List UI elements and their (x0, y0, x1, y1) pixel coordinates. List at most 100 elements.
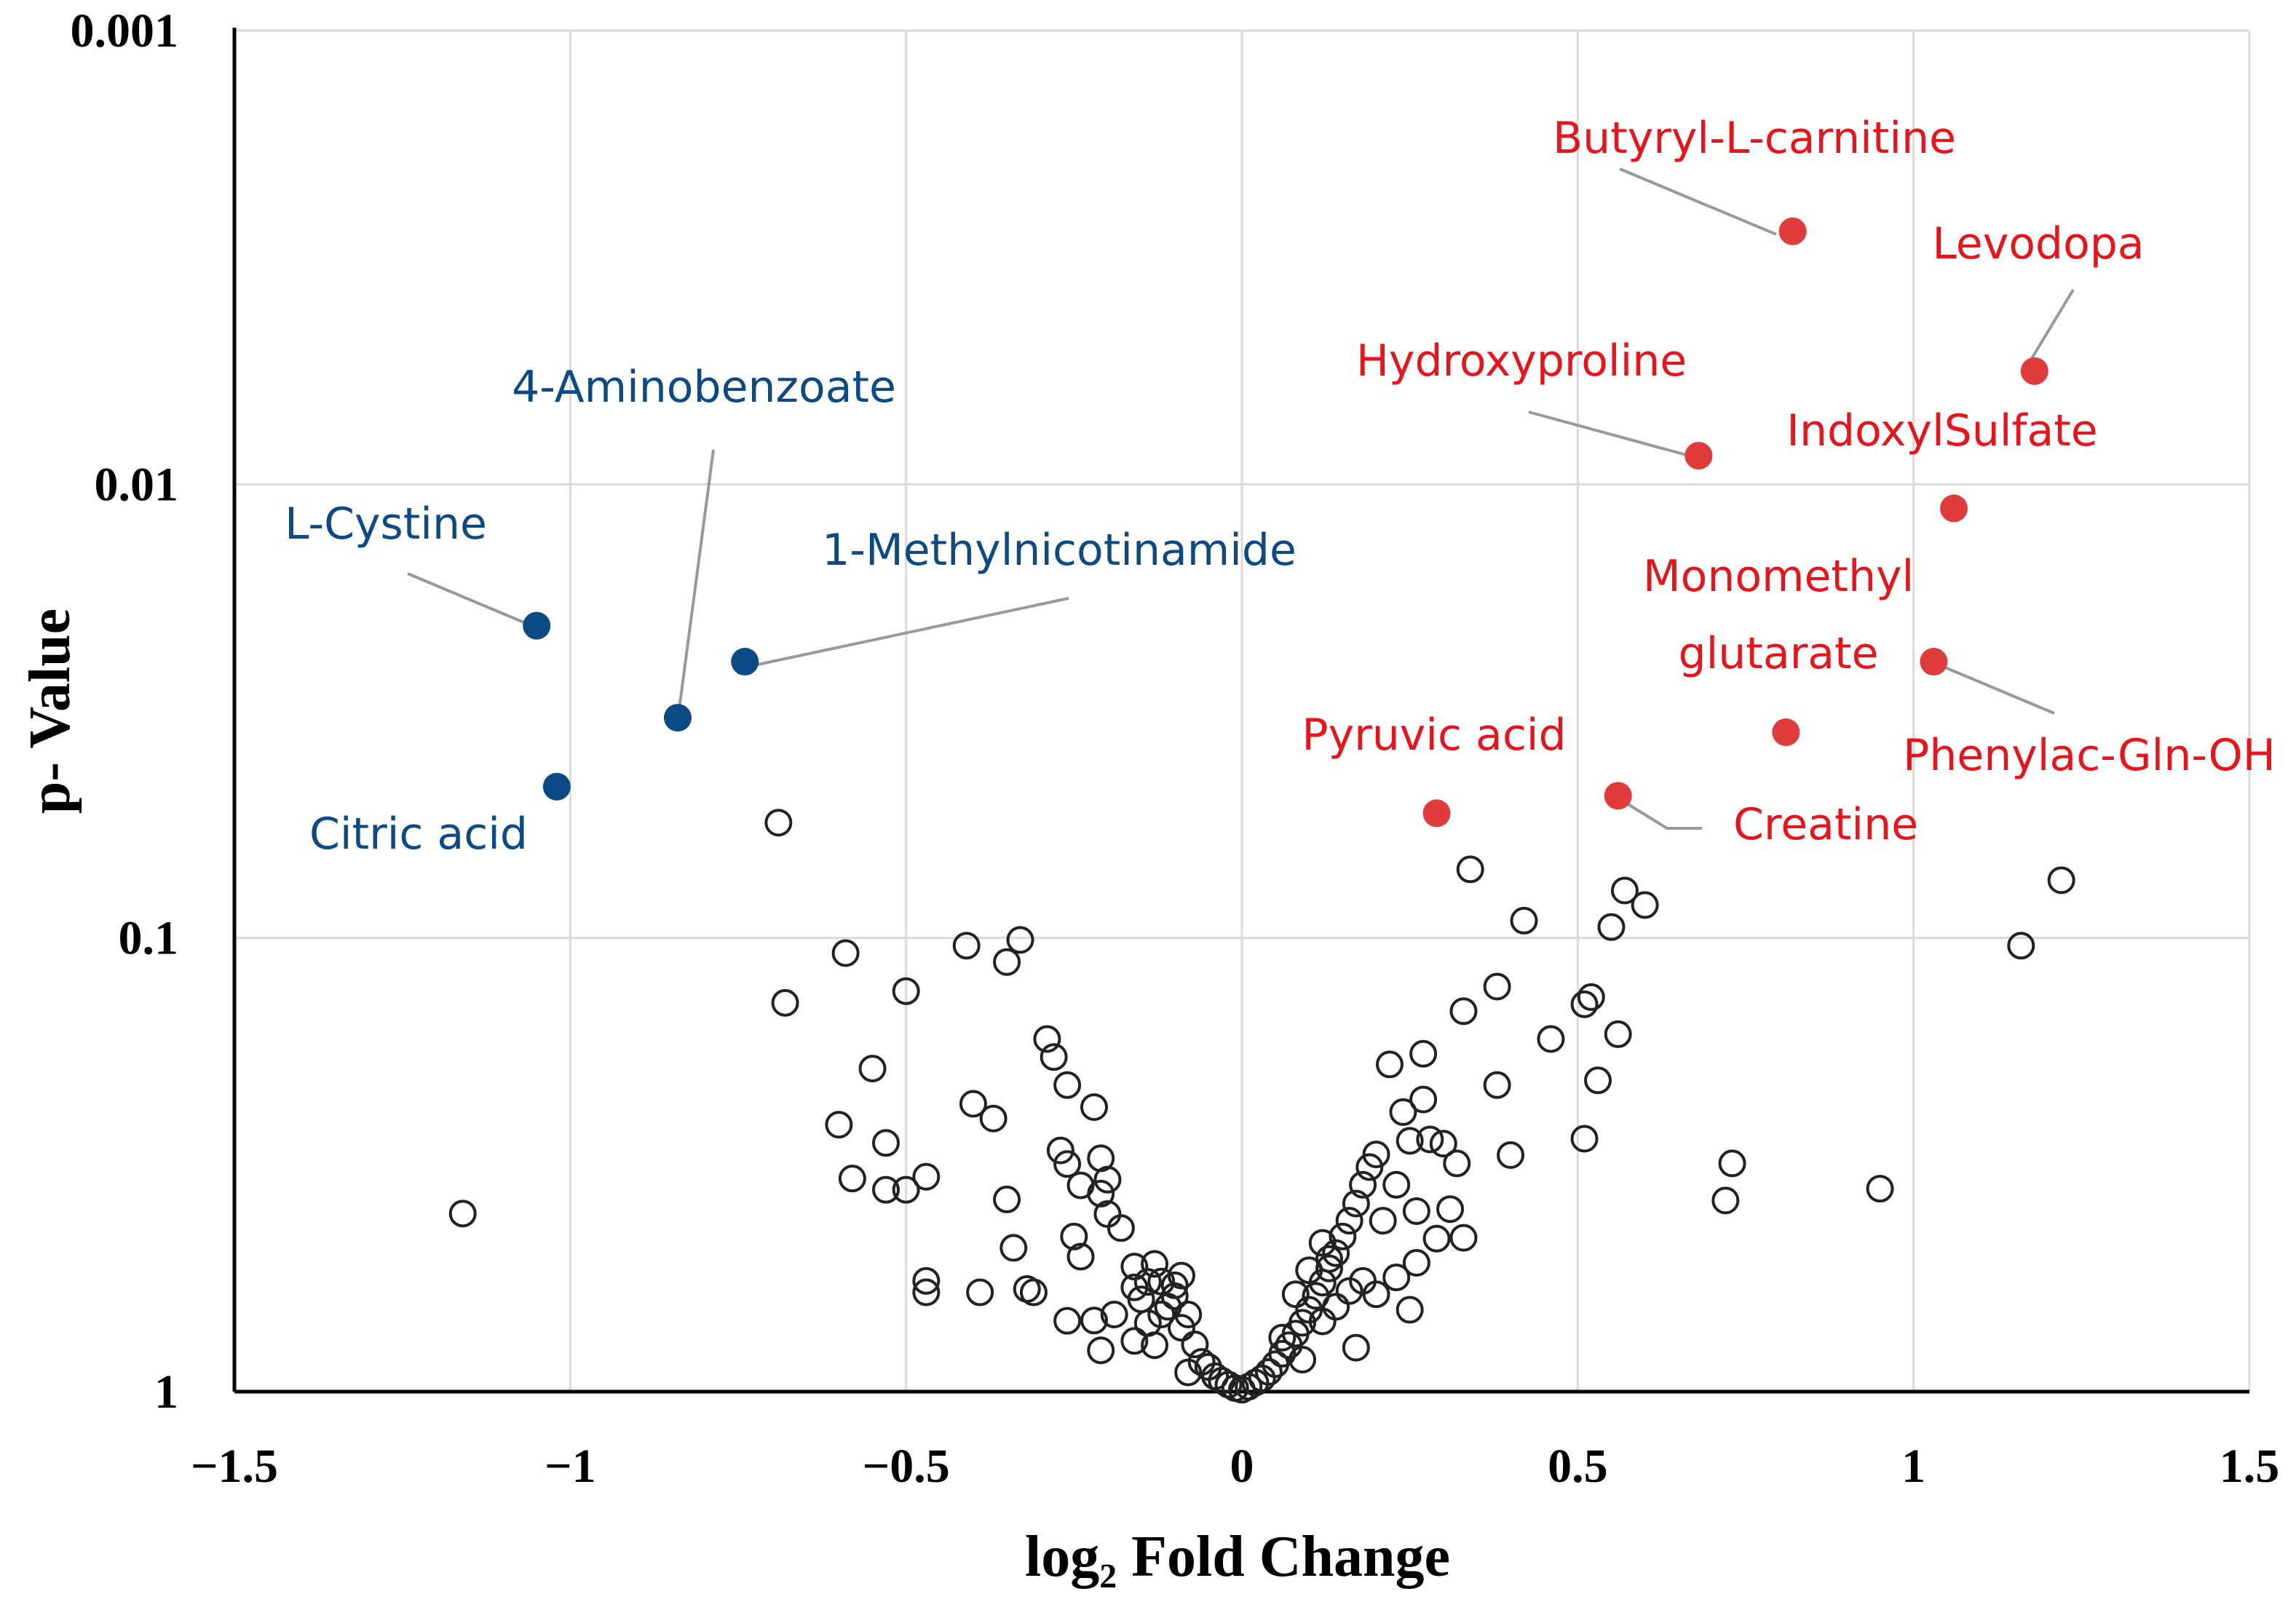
ns-point (1416, 1125, 1444, 1154)
ns-point (1141, 1250, 1169, 1278)
ns-point (1167, 1314, 1195, 1342)
ns-point (1308, 1229, 1337, 1257)
ns-point (912, 1162, 941, 1191)
annotation-creatine: Creatine (1733, 799, 1918, 850)
ns-point (1349, 1170, 1377, 1199)
annotation-glutarate: glutarate (1679, 628, 1879, 679)
leader-line-butyryl-l-carnitine (1619, 167, 1777, 236)
ns-point (1053, 1150, 1082, 1178)
point-pyruvic-acid (1422, 799, 1451, 828)
ns-point (1584, 1066, 1612, 1095)
ns-point (1456, 855, 1484, 884)
ns-point (1342, 1189, 1370, 1218)
leader-line-4-aminobenzoate (677, 449, 715, 715)
y-tick-label: 0.01 (95, 458, 179, 511)
ns-point (999, 1234, 1028, 1262)
leader-line-1-methylnicotinamide (747, 597, 1069, 668)
ns-point (1449, 1224, 1478, 1252)
ns-point (1449, 997, 1478, 1026)
x-tick-label: 1 (1901, 1440, 1925, 1493)
annotation-1-methylnicotinamide: 1-Methylnicotinamide (822, 525, 1297, 576)
ns-point (1510, 906, 1538, 935)
leader-line-hydroxyproline (1528, 411, 1690, 457)
annotation-4-aminobenzoate: 4-Aminobenzoate (512, 362, 896, 413)
ns-point (1315, 1254, 1343, 1282)
ns-point (966, 1278, 994, 1306)
point-monomethyl-glutarate (1772, 718, 1800, 747)
x-tick-label: −1 (545, 1440, 596, 1493)
ns-point (1342, 1333, 1370, 1362)
ns-point (1718, 1149, 1746, 1178)
annotation-phenylac-gln-oh: Phenylac-Gln-OH (1903, 730, 2276, 781)
ns-point (1181, 1331, 1209, 1359)
point-citric-acid (542, 772, 571, 801)
ns-point (1866, 1175, 1894, 1203)
ns-point (1268, 1339, 1297, 1368)
ns-point (1060, 1222, 1088, 1250)
x-tick-label: −0.5 (863, 1440, 950, 1493)
ns-point (1409, 1039, 1438, 1068)
annotation-l-cystine: L-Cystine (285, 499, 487, 550)
ns-point (1053, 1071, 1082, 1099)
annotation-hydroxyproline: Hydroxyproline (1356, 336, 1687, 386)
ns-point (2007, 932, 2035, 960)
point-indoxylsulfate (1940, 494, 1968, 523)
leader-line-phenylac-gln-oh (1936, 662, 2055, 715)
ns-point (1087, 1336, 1115, 1365)
x-axis-title: log₂ Fold Change (1025, 1525, 1450, 1589)
point-butyryl-l-carnitine (1778, 217, 1807, 245)
ns-point (959, 1090, 987, 1118)
annotation-levodopa: Levodopa (1932, 218, 2144, 269)
ns-point (1254, 1357, 1283, 1386)
ns-point (1711, 1186, 1740, 1215)
point-1-methylnicotinamide (731, 648, 759, 676)
ns-point (993, 948, 1021, 976)
point-creatine (1604, 782, 1632, 810)
leader-line-levodopa (2025, 288, 2075, 368)
ns-point (1268, 1323, 1297, 1352)
ns-point (1100, 1301, 1128, 1329)
point-annotations: Butyryl-L-carnitine Levodopa Hydroxyprolin… (285, 113, 2276, 860)
annotation-pyruvic-acid: Pyruvic acid (1302, 710, 1566, 761)
annotation-butyryl-l-carnitine: Butyryl-L-carnitine (1553, 113, 1956, 164)
ns-point (1046, 1136, 1074, 1165)
ns-point (1174, 1301, 1203, 1329)
annotation-citric-acid: Citric acid (309, 809, 528, 860)
point-phenylac-gln-oh (1920, 648, 1948, 676)
ns-point (1610, 876, 1639, 905)
ns-point (1329, 1222, 1357, 1250)
point-4-aminobenzoate (663, 704, 692, 732)
ns-point (1483, 972, 1511, 1001)
ns-point (1133, 1268, 1162, 1296)
ns-point (1396, 1127, 1424, 1155)
ns-point (979, 1104, 1008, 1133)
ns-point (871, 1129, 900, 1157)
ns-point (1080, 1093, 1109, 1122)
ns-point (1120, 1327, 1149, 1355)
ns-point (1362, 1280, 1390, 1309)
ns-point (1335, 1207, 1363, 1235)
ns-point (1281, 1280, 1310, 1309)
ns-point (1375, 1050, 1404, 1079)
ns-point (1087, 1179, 1115, 1208)
x-tick-label: −1.5 (191, 1440, 278, 1493)
ns-point (1429, 1130, 1457, 1158)
ns-point (1355, 1153, 1384, 1181)
ns-point (993, 1185, 1021, 1213)
ns-point (871, 1175, 900, 1204)
point-hydroxyproline (1685, 442, 1713, 470)
leader-line-l-cystine (407, 572, 537, 629)
ns-point (1174, 1358, 1203, 1387)
ns-point (1402, 1248, 1430, 1277)
ns-point (1201, 1362, 1230, 1390)
ns-point (1107, 1214, 1135, 1242)
ns-point (1093, 1165, 1122, 1194)
ns-point (1631, 891, 1659, 919)
ns-point (1288, 1309, 1317, 1337)
ns-point (764, 809, 793, 837)
ns-point (1382, 1264, 1411, 1292)
ns-point (448, 1199, 477, 1228)
ns-point (1396, 1296, 1424, 1324)
point-l-cystine (523, 611, 551, 640)
